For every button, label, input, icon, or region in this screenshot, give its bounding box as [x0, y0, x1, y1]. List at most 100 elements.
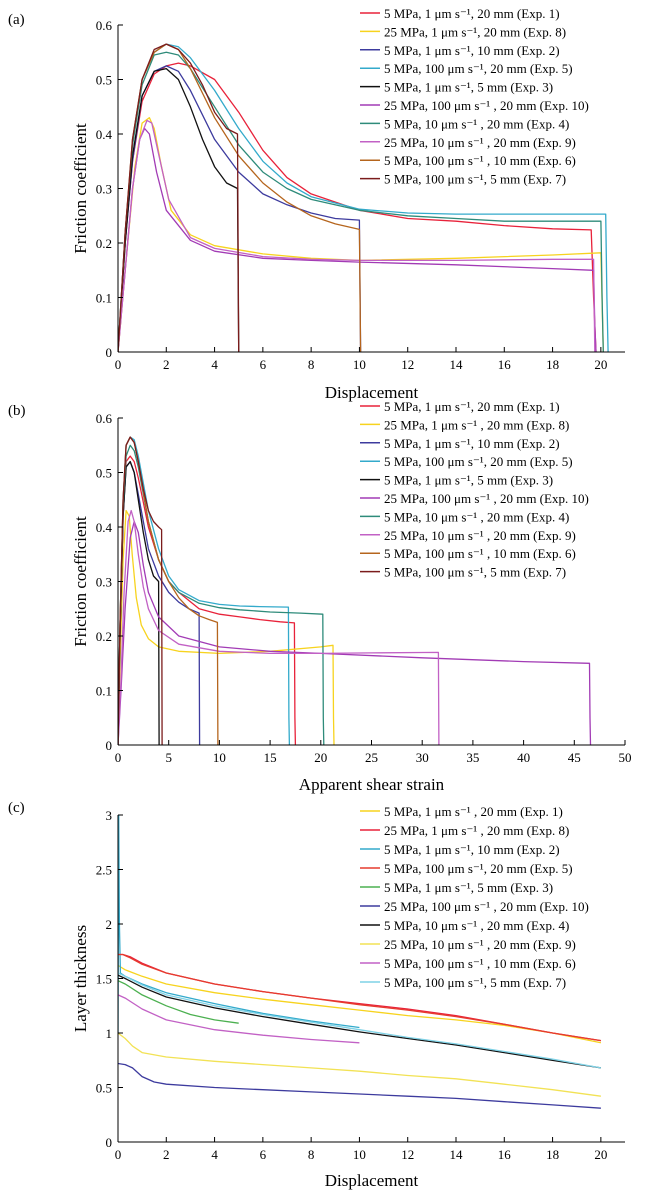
x-tick-label: 18 — [546, 357, 559, 372]
series-line-9 — [118, 994, 360, 1044]
legend: 5 MPa, 1 μm s⁻¹, 20 mm (Exp. 1) 25 MPa, 1… — [360, 6, 589, 187]
series-line-3 — [118, 65, 362, 352]
y-tick-label: 0.5 — [96, 466, 112, 481]
x-axis-label: Apparent shear strain — [299, 775, 445, 794]
x-tick-label: 25 — [365, 750, 378, 765]
y-tick-label: 0 — [106, 1135, 113, 1150]
legend-entry-3: 5 MPa, 1 μm s⁻¹, 10 mm (Exp. 2) — [384, 43, 560, 58]
series-line-10 — [118, 436, 163, 745]
legend-entry-7: 5 MPa, 10 μm s⁻¹ , 20 mm (Exp. 4) — [384, 509, 569, 524]
x-tick-label: 50 — [619, 750, 632, 765]
legend-entry-10: 5 MPa, 100 μm s⁻¹, 5 mm (Exp. 7) — [384, 975, 566, 990]
y-tick-label: 0 — [106, 738, 113, 753]
y-axis-label: Friction coefficient — [71, 123, 90, 254]
y-tick-label: 0.5 — [96, 1081, 112, 1096]
y-tick-label: 0.5 — [96, 73, 112, 88]
series-line-10 — [118, 43, 240, 352]
legend-entry-1: 5 MPa, 1 μm s⁻¹, 20 mm (Exp. 1) — [384, 399, 560, 414]
panel-c: (c) 0 2 4 6 8 10 12 14 16 18 20 0 0.5 1 1.5 2 2.5 3 Displac… — [8, 800, 625, 1190]
y-tick-label: 2 — [106, 917, 113, 932]
legend-entry-9: 5 MPa, 100 μm s⁻¹ , 10 mm (Exp. 6) — [384, 956, 576, 971]
legend-entry-10: 5 MPa, 100 μm s⁻¹, 5 mm (Exp. 7) — [384, 565, 566, 580]
x-tick-label: 45 — [568, 750, 581, 765]
series-line-5 — [118, 67, 240, 352]
series-group — [118, 436, 592, 745]
x-tick-label: 8 — [308, 357, 315, 372]
legend-entry-3: 5 MPa, 1 μm s⁻¹, 10 mm (Exp. 2) — [384, 436, 560, 451]
series-line-8 — [118, 1032, 601, 1097]
legend-entry-1: 5 MPa, 1 μm s⁻¹, 20 mm (Exp. 1) — [384, 6, 560, 21]
legend-entry-2: 25 MPa, 1 μm s⁻¹ , 20 mm (Exp. 8) — [384, 417, 569, 432]
y-tick-label: 0.2 — [96, 236, 112, 251]
legend-entry-7: 5 MPa, 10 μm s⁻¹ , 20 mm (Exp. 4) — [384, 116, 569, 131]
x-tick-label: 20 — [594, 357, 607, 372]
legend-entry-8: 25 MPa, 10 μm s⁻¹ , 20 mm (Exp. 9) — [384, 937, 576, 952]
legend-entry-7: 5 MPa, 10 μm s⁻¹ , 20 mm (Exp. 4) — [384, 918, 569, 933]
x-tick-label: 6 — [260, 357, 267, 372]
legend-entry-2: 25 MPa, 1 μm s⁻¹, 20 mm (Exp. 8) — [384, 24, 566, 39]
x-axis-label: Displacement — [325, 1171, 419, 1190]
series-line-6 — [118, 1062, 601, 1109]
x-tick-label: 0 — [115, 357, 122, 372]
series-line-8 — [118, 119, 596, 352]
legend: 5 MPa, 1 μm s⁻¹ , 20 mm (Exp. 1) 25 MPa, … — [360, 804, 589, 990]
series-line-4 — [118, 953, 602, 1042]
y-tick-label: 0.2 — [96, 629, 112, 644]
x-tick-label: 5 — [165, 750, 172, 765]
legend-entry-9: 5 MPa, 100 μm s⁻¹ , 10 mm (Exp. 6) — [384, 153, 576, 168]
y-tick-label: 0.3 — [96, 575, 112, 590]
series-line-1 — [118, 964, 602, 1044]
y-tick-label: 1.5 — [96, 972, 112, 987]
legend-entry-5: 5 MPa, 1 μm s⁻¹, 5 mm (Exp. 3) — [384, 473, 553, 488]
y-axis-label: Friction coefficient — [71, 516, 90, 647]
y-tick-label: 0.6 — [96, 411, 113, 426]
x-tick-label: 12 — [401, 357, 414, 372]
series-line-7 — [118, 51, 604, 352]
y-tick-label: 0 — [106, 345, 113, 360]
legend-entry-6: 25 MPa, 100 μm s⁻¹ , 20 mm (Exp. 10) — [384, 491, 589, 506]
x-tick-label: 2 — [163, 1147, 170, 1162]
x-tick-label: 16 — [498, 1147, 512, 1162]
x-tick-label: 6 — [260, 1147, 267, 1162]
x-tick-label: 8 — [308, 1147, 315, 1162]
series-group — [118, 43, 609, 352]
y-tick-label: 0.4 — [96, 520, 113, 535]
x-tick-label: 4 — [211, 1147, 218, 1162]
panel-label: (a) — [8, 12, 25, 28]
y-tick-label: 0.1 — [96, 684, 112, 699]
y-tick-label: 0.3 — [96, 182, 112, 197]
x-tick-label: 40 — [517, 750, 530, 765]
series-group — [118, 815, 602, 1109]
x-axis-label: Displacement — [325, 383, 419, 402]
series-line-3 — [118, 815, 360, 1034]
panel-label: (b) — [8, 403, 26, 419]
legend-entry-9: 5 MPa, 100 μm s⁻¹ , 10 mm (Exp. 6) — [384, 546, 576, 561]
x-tick-label: 14 — [450, 1147, 464, 1162]
x-tick-label: 4 — [211, 357, 218, 372]
legend-entry-6: 25 MPa, 100 μm s⁻¹ , 20 mm (Exp. 10) — [384, 899, 589, 914]
panel-label: (c) — [8, 800, 25, 816]
legend-entry-10: 5 MPa, 100 μm s⁻¹, 5 mm (Exp. 7) — [384, 172, 566, 187]
x-tick-label: 12 — [401, 1147, 414, 1162]
legend-entry-4: 5 MPa, 100 μm s⁻¹, 20 mm (Exp. 5) — [384, 61, 573, 76]
legend-entry-8: 25 MPa, 10 μm s⁻¹ , 20 mm (Exp. 9) — [384, 528, 576, 543]
y-tick-label: 0.6 — [96, 18, 113, 33]
y-tick-label: 2.5 — [96, 863, 112, 878]
x-tick-label: 10 — [353, 357, 366, 372]
x-tick-label: 20 — [594, 1147, 607, 1162]
x-tick-label: 35 — [466, 750, 479, 765]
y-axis-label: Layer thickness — [71, 925, 90, 1032]
legend-entry-4: 5 MPa, 100 μm s⁻¹, 20 mm (Exp. 5) — [384, 454, 573, 469]
y-tick-label: 0.4 — [96, 127, 113, 142]
panel-a: (a) 0 2 4 6 8 10 12 14 16 18 20 0 0.1 0.2 0.3 0.4 0.5 0.6 D… — [8, 6, 625, 402]
legend-entry-3: 5 MPa, 1 μm s⁻¹, 10 mm (Exp. 2) — [384, 842, 560, 857]
x-tick-label: 10 — [213, 750, 226, 765]
x-tick-label: 2 — [163, 357, 170, 372]
legend-entry-1: 5 MPa, 1 μm s⁻¹ , 20 mm (Exp. 1) — [384, 804, 563, 819]
x-tick-label: 18 — [546, 1147, 559, 1162]
series-line-2 — [118, 117, 604, 352]
x-tick-label: 14 — [450, 357, 464, 372]
series-line-8 — [118, 509, 440, 745]
series-line-5 — [118, 980, 239, 1024]
